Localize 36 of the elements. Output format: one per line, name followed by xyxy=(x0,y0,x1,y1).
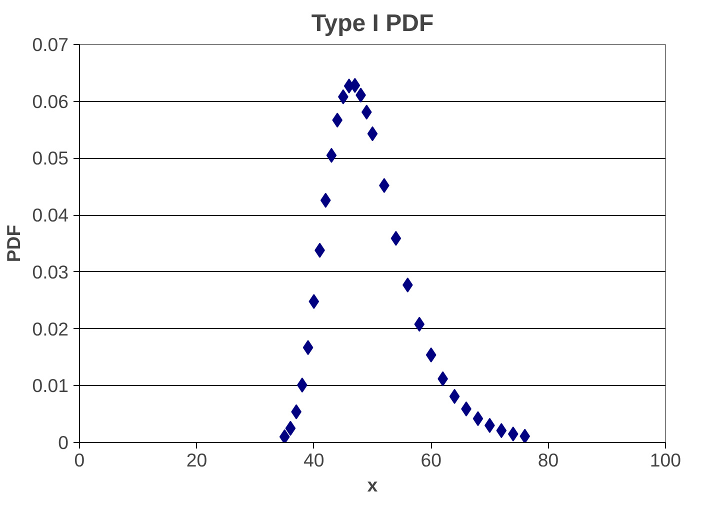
point xyxy=(520,428,530,442)
point xyxy=(449,388,460,404)
y-tick-label: 0.04 xyxy=(32,204,68,226)
point xyxy=(279,429,290,442)
y-axis-title: PDF xyxy=(3,224,24,262)
point xyxy=(326,148,337,163)
y-tick-label: 0.06 xyxy=(32,90,68,112)
x-tick-label: 20 xyxy=(186,450,208,470)
x-tick-label: 40 xyxy=(304,450,324,470)
y-tick-label: 0 xyxy=(58,432,69,453)
point xyxy=(361,104,372,120)
y-tick-label: 0.07 xyxy=(32,34,68,55)
x-tick-label: 60 xyxy=(420,450,442,470)
point xyxy=(320,192,331,208)
x-tick-label: 100 xyxy=(650,450,682,470)
y-tick-label: 0.02 xyxy=(32,318,68,340)
chart-title: Type I PDF xyxy=(311,10,434,37)
point xyxy=(472,411,484,426)
point xyxy=(508,426,518,442)
point xyxy=(414,316,425,332)
point xyxy=(285,420,296,436)
point xyxy=(308,294,320,309)
point xyxy=(302,340,314,356)
y-tick-label: 0.01 xyxy=(32,375,68,396)
point xyxy=(350,78,360,93)
point xyxy=(426,347,436,362)
x-tick-label: 0 xyxy=(74,450,85,470)
y-tick-label: 0.03 xyxy=(32,261,68,282)
point xyxy=(390,230,402,246)
y-tick-label: 0.05 xyxy=(32,148,68,169)
point xyxy=(332,112,343,128)
x-axis-title: x xyxy=(367,474,378,496)
point xyxy=(496,423,507,438)
point xyxy=(402,278,413,293)
x-tick-label: 80 xyxy=(538,450,559,470)
point xyxy=(367,126,378,142)
